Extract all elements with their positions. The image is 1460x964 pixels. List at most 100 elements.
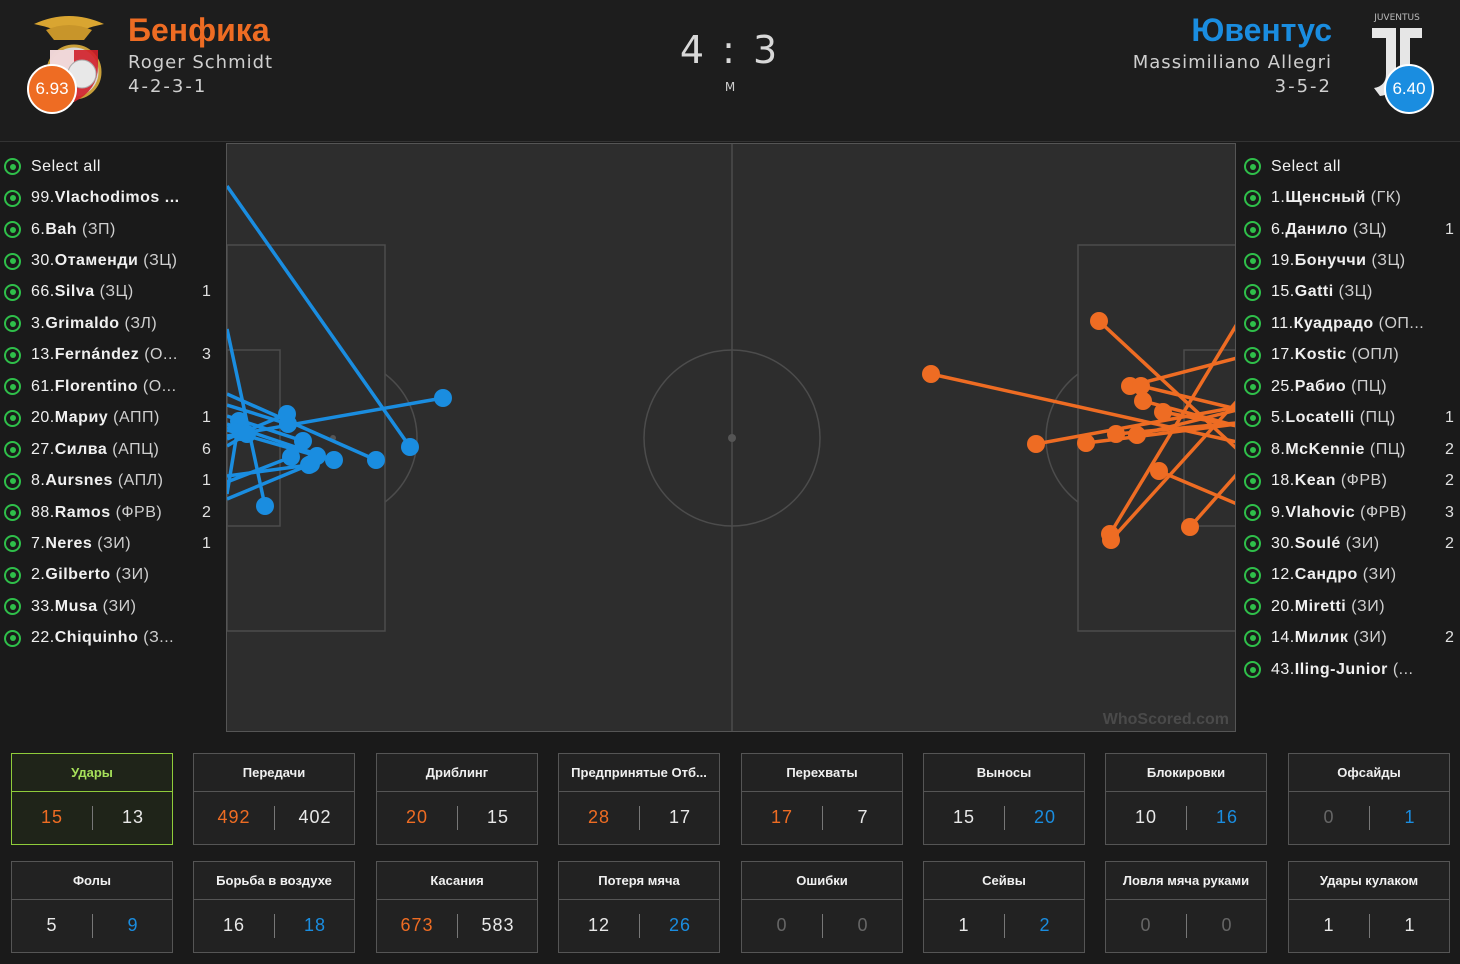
home-player-row[interactable]: 3.Grimaldo (ЗЛ)	[0, 308, 222, 339]
radio-icon[interactable]	[4, 504, 21, 522]
home-player-row[interactable]: 61.Florentino (О...	[0, 371, 222, 402]
home-player-row[interactable]: 99.Vlachodimos ...	[0, 182, 222, 213]
radio-icon[interactable]	[1244, 598, 1261, 616]
stat-box[interactable]: Блокировки 10 16	[1105, 753, 1267, 845]
radio-icon[interactable]	[4, 409, 21, 427]
away-player-row[interactable]: 5.Locatelli (ПЦ) 1	[1240, 403, 1460, 434]
away-player-row[interactable]: 1.Щенсный (ГК)	[1240, 182, 1460, 213]
away-player-row[interactable]: 17.Kostic (ОПЛ)	[1240, 340, 1460, 371]
away-player-row[interactable]: 43.Iling-Junior (...	[1240, 654, 1460, 685]
away-player-row[interactable]: 30.Soulé (ЗИ) 2	[1240, 528, 1460, 559]
away-shot-marker[interactable]	[1077, 434, 1095, 452]
radio-icon[interactable]	[1244, 472, 1261, 490]
stat-box[interactable]: Потеря мяча 12 26	[558, 861, 720, 953]
away-player-row[interactable]: 9.Vlahovic (ФРВ) 3	[1240, 497, 1460, 528]
stat-box[interactable]: Ошибки 0 0	[741, 861, 903, 953]
away-player-row[interactable]: 12.Сандро (ЗИ)	[1240, 560, 1460, 591]
home-shot-marker[interactable]	[256, 497, 274, 515]
stat-box[interactable]: Борьба в воздухе 16 18	[193, 861, 355, 953]
home-player-row[interactable]: 7.Neres (ЗИ) 1	[0, 528, 222, 559]
stat-box[interactable]: Дриблинг 20 15	[376, 753, 538, 845]
radio-icon[interactable]	[4, 221, 21, 239]
radio-icon[interactable]	[1244, 535, 1261, 553]
stat-box[interactable]: Сейвы 1 2	[923, 861, 1085, 953]
away-player-row[interactable]: 25.Рабио (ПЦ)	[1240, 371, 1460, 402]
away-player-row[interactable]: 15.Gatti (ЗЦ)	[1240, 277, 1460, 308]
stat-box[interactable]: Перехваты 17 7	[741, 753, 903, 845]
stat-box[interactable]: Удары 15 13	[11, 753, 173, 845]
home-shot-marker[interactable]	[238, 425, 256, 443]
radio-icon[interactable]	[1244, 315, 1261, 333]
radio-icon[interactable]	[1244, 189, 1261, 207]
stat-box[interactable]: Фолы 5 9	[11, 861, 173, 953]
away-shot-marker[interactable]	[1150, 462, 1168, 480]
radio-icon[interactable]	[1244, 283, 1261, 301]
stat-box[interactable]: Выносы 15 20	[923, 753, 1085, 845]
away-shot-marker[interactable]	[1181, 518, 1199, 536]
away-player-row[interactable]: 19.Бонуччи (ЗЦ)	[1240, 245, 1460, 276]
home-shot-marker[interactable]	[401, 438, 419, 456]
radio-icon[interactable]	[1244, 221, 1261, 239]
stat-box[interactable]: Офсайды 0 1	[1288, 753, 1450, 845]
radio-icon[interactable]	[4, 189, 21, 207]
away-shot-marker[interactable]	[1102, 531, 1120, 549]
away-team-name[interactable]: Ювентус	[1191, 12, 1332, 48]
home-shot-marker[interactable]	[434, 389, 452, 407]
radio-icon[interactable]	[1244, 346, 1261, 364]
home-player-row[interactable]: 33.Musa (ЗИ)	[0, 591, 222, 622]
home-player-row[interactable]: 22.Chiquinho (З...	[0, 623, 222, 654]
radio-icon[interactable]	[4, 346, 21, 364]
radio-icon[interactable]	[1244, 504, 1261, 522]
home-team-name[interactable]: Бенфика	[128, 12, 270, 48]
radio-icon[interactable]	[4, 315, 21, 333]
home-shot-marker[interactable]	[294, 432, 312, 450]
away-shot-marker[interactable]	[922, 365, 940, 383]
away-select-all[interactable]: Select all	[1240, 151, 1460, 182]
away-player-row[interactable]: 20.Miretti (ЗИ)	[1240, 591, 1460, 622]
home-player-row[interactable]: 8.Aursnes (АПЛ) 1	[0, 465, 222, 496]
away-player-row[interactable]: 18.Kean (ФРВ) 2	[1240, 465, 1460, 496]
radio-icon[interactable]	[4, 472, 21, 490]
home-player-row[interactable]: 27.Силва (АПЦ) 6	[0, 434, 222, 465]
radio-icon[interactable]	[1244, 629, 1261, 647]
home-player-row[interactable]: 20.Мариу (АПП) 1	[0, 403, 222, 434]
stat-box[interactable]: Удары кулаком 1 1	[1288, 861, 1450, 953]
home-player-row[interactable]: 13.Fernández (О... 3	[0, 340, 222, 371]
radio-icon[interactable]	[4, 535, 21, 553]
stat-box[interactable]: Ловля мяча руками 0 0	[1105, 861, 1267, 953]
home-shot-marker[interactable]	[302, 455, 320, 473]
away-shot-marker[interactable]	[1154, 403, 1172, 421]
home-player-row[interactable]: 88.Ramos (ФРВ) 2	[0, 497, 222, 528]
stat-box[interactable]: Касания 673 583	[376, 861, 538, 953]
away-player-row[interactable]: 11.Куадрадо (ОП...	[1240, 308, 1460, 339]
home-player-row[interactable]: 66.Silva (ЗЦ) 1	[0, 277, 222, 308]
away-shot-marker[interactable]	[1107, 425, 1125, 443]
away-shot-marker[interactable]	[1090, 312, 1108, 330]
radio-icon[interactable]	[1244, 252, 1261, 270]
home-shot-marker[interactable]	[282, 448, 300, 466]
radio-icon[interactable]	[4, 252, 21, 270]
radio-icon[interactable]	[4, 598, 21, 616]
radio-icon[interactable]	[4, 566, 21, 584]
radio-icon[interactable]	[4, 158, 21, 176]
away-shot-marker[interactable]	[1132, 377, 1150, 395]
home-shot-marker[interactable]	[367, 451, 385, 469]
home-select-all[interactable]: Select all	[0, 151, 222, 182]
away-shot-marker[interactable]	[1128, 426, 1146, 444]
radio-icon[interactable]	[4, 441, 21, 459]
home-player-row[interactable]: 6.Bah (ЗП)	[0, 214, 222, 245]
radio-icon[interactable]	[1244, 158, 1261, 176]
stat-box[interactable]: Передачи 492 402	[193, 753, 355, 845]
away-shot-marker[interactable]	[1027, 435, 1045, 453]
home-shot-marker[interactable]	[279, 415, 297, 433]
radio-icon[interactable]	[1244, 661, 1261, 679]
stat-box[interactable]: Предпринятые Отб... 28 17	[558, 753, 720, 845]
away-player-row[interactable]: 8.McKennie (ПЦ) 2	[1240, 434, 1460, 465]
home-player-row[interactable]: 30.Отаменди (ЗЦ)	[0, 245, 222, 276]
home-shot-marker[interactable]	[325, 451, 343, 469]
away-player-row[interactable]: 14.Милик (ЗИ) 2	[1240, 623, 1460, 654]
radio-icon[interactable]	[4, 378, 21, 396]
away-shot-marker[interactable]	[1134, 392, 1152, 410]
radio-icon[interactable]	[1244, 441, 1261, 459]
radio-icon[interactable]	[1244, 409, 1261, 427]
